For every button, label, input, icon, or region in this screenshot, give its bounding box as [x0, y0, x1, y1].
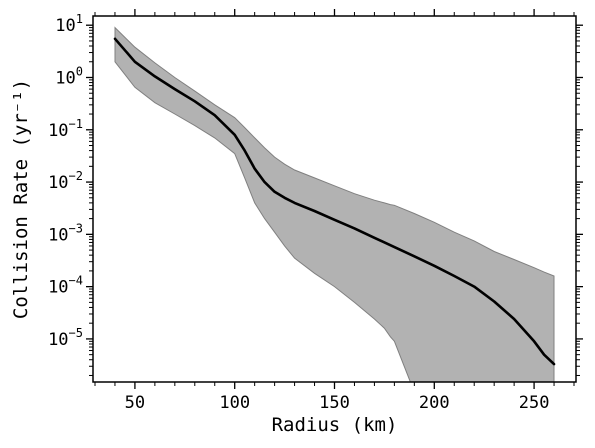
x-tick-labels: 50 100 150 200 250: [125, 393, 550, 413]
axis-ticks: [86, 9, 583, 389]
y-axis-label: Collision Rate (yr⁻¹): [10, 79, 32, 319]
y-tick-label: 10−5: [48, 326, 83, 350]
x-axis-label: Radius (km): [272, 414, 398, 436]
y-tick-label: 10−4: [48, 274, 83, 298]
y-tick-label: 100: [55, 64, 83, 88]
y-tick-labels: 10−5 10−4 10−3 10−2 10−1 100 101: [48, 12, 83, 350]
series-line-0: [113, 37, 556, 366]
x-tick-label: 100: [219, 393, 250, 413]
y-tick-label: 10−1: [48, 117, 83, 141]
median-line: [113, 37, 556, 366]
x-tick-label: 50: [125, 393, 145, 413]
x-tick-label: 150: [319, 393, 350, 413]
uncertainty-band: [114, 26, 555, 382]
y-tick-label: 10−2: [48, 169, 83, 193]
x-tick-label: 200: [419, 393, 450, 413]
y-tick-label: 101: [55, 12, 83, 36]
uncertainty-band-area: [114, 26, 555, 382]
y-tick-label: 10−3: [48, 221, 83, 245]
x-tick-label: 250: [519, 393, 550, 413]
